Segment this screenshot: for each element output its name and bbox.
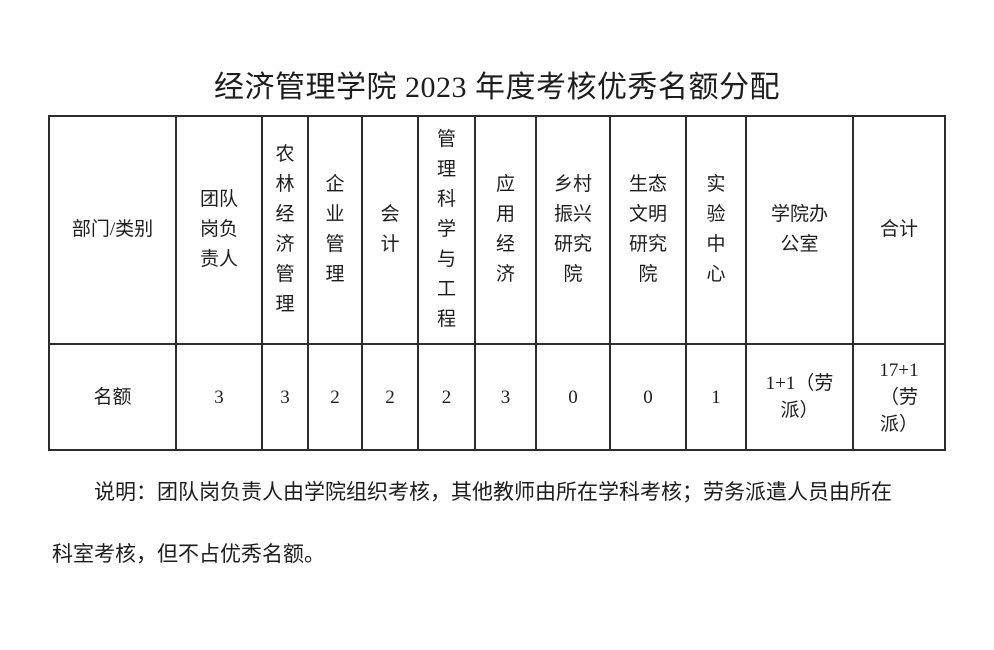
header-cell-business-mgmt: 企 业 管 理	[307, 115, 363, 345]
header-cell-eco-civilization-institute: 生态 文明 研究 院	[609, 115, 687, 345]
header-cell-total: 合计	[852, 115, 946, 345]
table-data-row: 名额 3 3 2 2 2 3 0 0 1 1+1（劳 派） 17+1 （劳 派）	[48, 343, 946, 451]
corner-header-cell: 部门/类别	[48, 115, 177, 345]
header-cell-college-office: 学院办 公室	[745, 115, 854, 345]
value-cell-experiment-center: 1	[685, 343, 747, 451]
document-page: { "title": "经济管理学院 2023 年度考核优秀名额分配", "ta…	[0, 70, 994, 650]
header-cell-accounting: 会 计	[361, 115, 419, 345]
header-cell-team-post-leader: 团队 岗负 责人	[175, 115, 263, 345]
value-cell-accounting: 2	[361, 343, 419, 451]
header-cell-experiment-center: 实 验 中 心	[685, 115, 747, 345]
note-text: 说明：团队岗负责人由学院组织考核，其他教师由所在学科考核；劳务派遣人员由所在 科…	[52, 480, 892, 566]
header-cell-applied-economics: 应 用 经 济	[474, 115, 537, 345]
row-label-cell: 名额	[48, 343, 177, 451]
value-cell-applied-economics: 3	[474, 343, 537, 451]
table-header-row: 部门/类别 团队 岗负 责人 农 林 经 济 管 理 企 业 管 理 会 计 管…	[48, 115, 946, 345]
page-title: 经济管理学院 2023 年度考核优秀名额分配	[214, 71, 780, 104]
value-cell-team-post-leader: 3	[175, 343, 263, 451]
value-cell-agri-forestry-econ-mgmt: 3	[261, 343, 309, 451]
value-cell-eco-civilization-institute: 0	[609, 343, 687, 451]
header-cell-agri-forestry-econ-mgmt: 农 林 经 济 管 理	[261, 115, 309, 345]
value-cell-total: 17+1 （劳 派）	[852, 343, 946, 451]
value-cell-business-mgmt: 2	[307, 343, 363, 451]
value-cell-rural-revitalization-institute: 0	[535, 343, 611, 451]
quota-allocation-table: 部门/类别 团队 岗负 责人 农 林 经 济 管 理 企 业 管 理 会 计 管…	[48, 115, 946, 451]
header-cell-mgmt-science-engineering: 管 理 科 学 与 工 程	[417, 115, 476, 345]
header-cell-rural-revitalization-institute: 乡村 振兴 研究 院	[535, 115, 611, 345]
value-cell-college-office: 1+1（劳 派）	[745, 343, 854, 451]
value-cell-mgmt-science-engineering: 2	[417, 343, 476, 451]
